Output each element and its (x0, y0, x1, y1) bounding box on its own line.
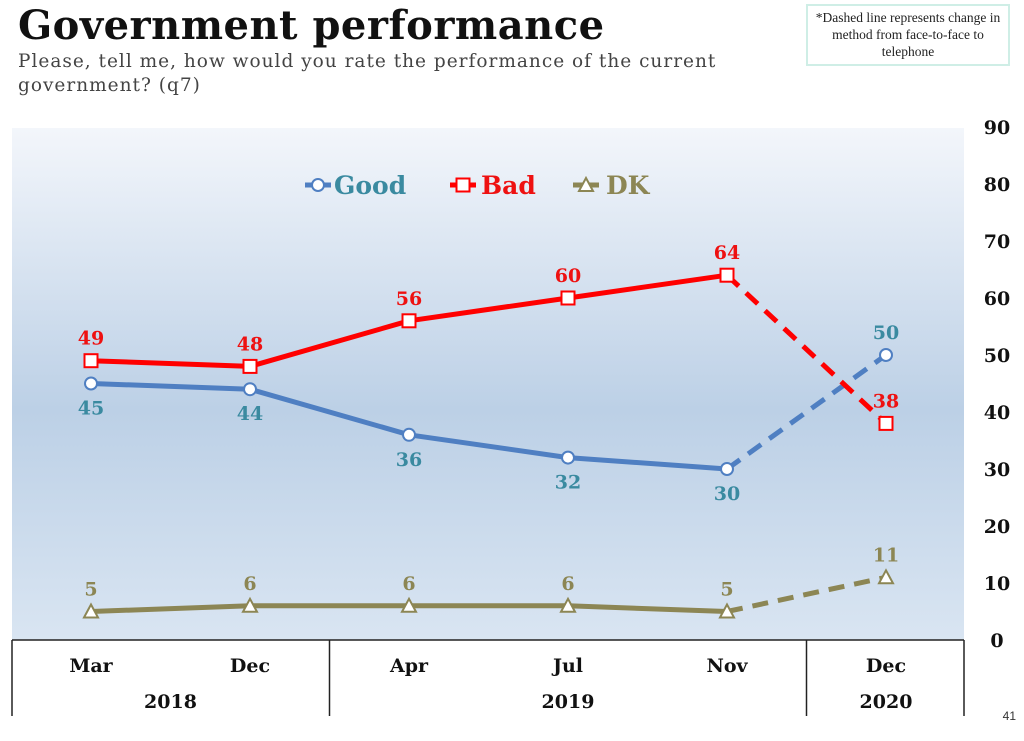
good-marker (402, 427, 416, 442)
x-tick-label: Dec (230, 655, 270, 677)
x-tick-label: Apr (389, 655, 429, 677)
good-marker (561, 450, 575, 465)
y-tick-label: 10 (984, 573, 1010, 595)
bad-marker (878, 415, 894, 431)
dk-marker (718, 602, 736, 619)
bad-data-label: 60 (555, 265, 581, 287)
bad-data-label: 49 (78, 328, 104, 350)
method-note: *Dashed line represents change in method… (806, 4, 1010, 66)
dk-data-label: 6 (402, 573, 415, 595)
y-tick-label: 70 (984, 231, 1010, 253)
x-tick-label: Dec (866, 655, 906, 677)
dk-data-label: 5 (720, 579, 733, 601)
bad-marker (401, 313, 417, 329)
good-data-label: 30 (714, 483, 740, 505)
series-line-dk-dashed (726, 574, 887, 614)
page-title: Government performance (18, 2, 605, 49)
legend-label-good: Good (334, 171, 406, 200)
dk-data-label: 11 (873, 544, 899, 566)
year-label: 2018 (144, 691, 197, 713)
legend-marker-good (311, 178, 325, 192)
year-label: 2019 (542, 691, 595, 713)
bad-data-label: 56 (396, 288, 422, 310)
x-tick-label: Nov (706, 655, 748, 677)
dk-marker (559, 596, 577, 613)
bad-marker (719, 267, 735, 283)
good-data-label: 32 (555, 472, 581, 494)
y-tick-label: 90 (984, 117, 1010, 139)
good-marker (243, 382, 257, 397)
page-number: 41 (1002, 709, 1016, 723)
dk-marker (877, 568, 895, 585)
dk-marker (82, 602, 100, 619)
bad-marker (242, 358, 258, 374)
series-line-bad-dashed (725, 273, 888, 426)
y-tick-label: 60 (984, 288, 1010, 310)
y-tick-label: 0 (990, 630, 1003, 652)
year-label: 2020 (860, 691, 913, 713)
y-tick-label: 30 (984, 459, 1010, 481)
legend-marker-dk (577, 175, 595, 192)
y-tick-label: 20 (984, 516, 1010, 538)
legend-marker-bad (455, 177, 471, 193)
bad-data-label: 64 (714, 242, 740, 264)
bad-data-label: 38 (873, 390, 899, 412)
legend-label-bad: Bad (481, 171, 536, 200)
good-marker (879, 348, 893, 362)
good-data-label: 50 (873, 322, 899, 344)
dk-marker (241, 596, 259, 613)
question-subtitle: Please, tell me, how would you rate the … (18, 51, 717, 96)
dk-marker (400, 596, 418, 613)
x-tick-label: Jul (551, 655, 583, 677)
good-data-label: 36 (396, 449, 422, 471)
legend-label-dk: DK (606, 171, 651, 200)
dk-data-label: 6 (243, 573, 256, 595)
bad-data-label: 48 (237, 333, 263, 355)
good-data-label: 45 (78, 398, 104, 420)
y-tick-label: 80 (984, 174, 1010, 196)
x-tick-label: Mar (69, 655, 113, 677)
bad-marker (83, 353, 99, 369)
y-tick-label: 50 (984, 345, 1010, 367)
y-tick-label: 40 (984, 402, 1010, 424)
good-marker (84, 376, 98, 391)
bad-marker (560, 290, 576, 306)
good-marker (720, 462, 734, 476)
good-data-label: 44 (237, 403, 263, 425)
series-line-good-dashed (725, 352, 888, 472)
dk-data-label: 5 (84, 579, 97, 601)
dk-data-label: 6 (561, 573, 574, 595)
